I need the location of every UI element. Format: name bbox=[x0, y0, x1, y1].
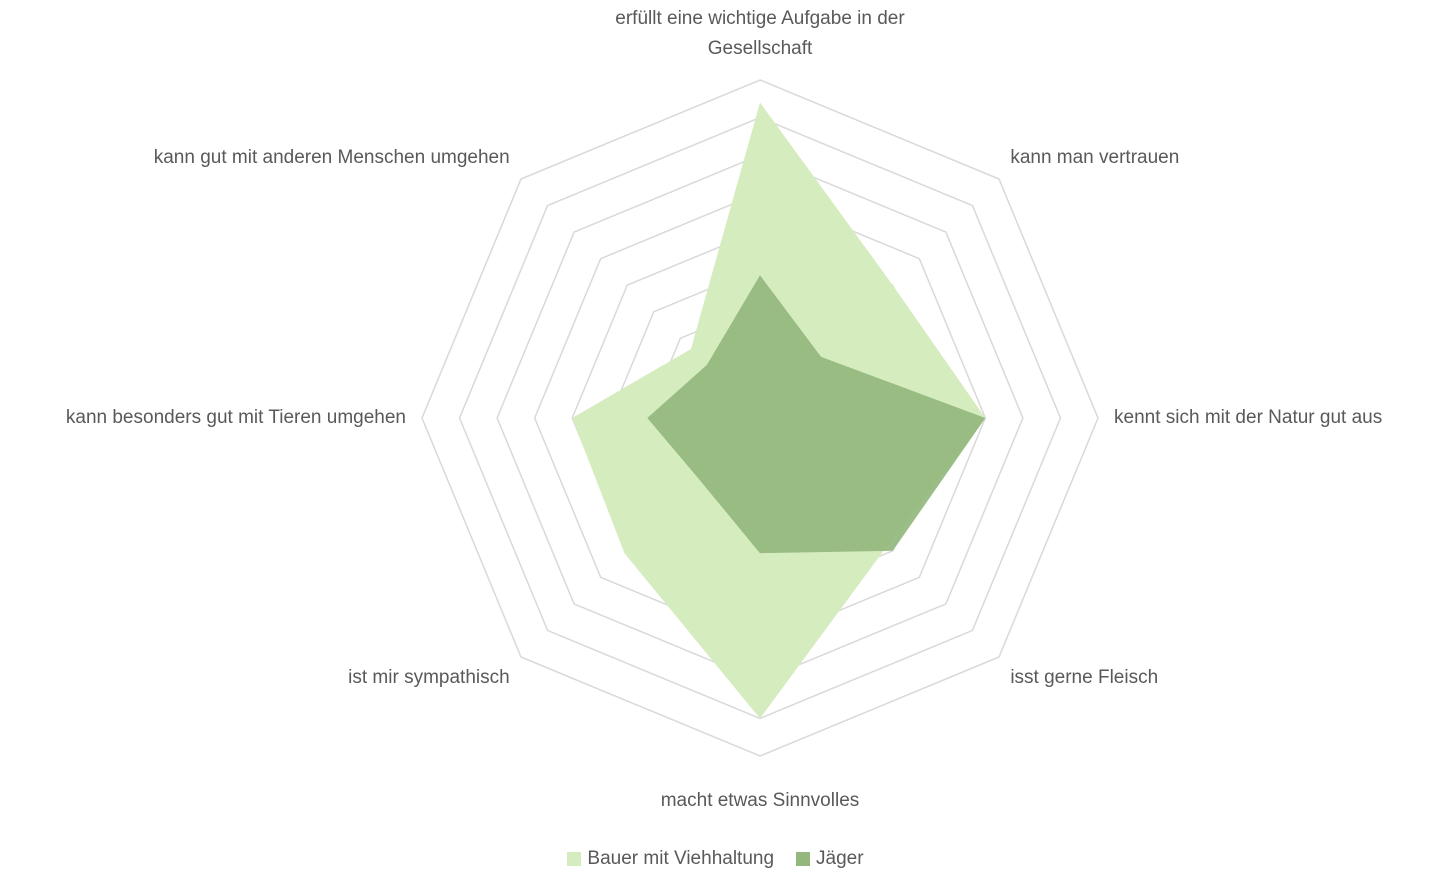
grid-ring bbox=[421, 79, 1099, 757]
category-label: macht etwas Sinnvolles bbox=[660, 790, 860, 811]
legend-swatch bbox=[796, 852, 811, 866]
category-label: kann besonders gut mit Tieren umgehen bbox=[65, 407, 406, 428]
legend: Bauer mit Viehhaltung Jäger bbox=[0, 848, 1431, 870]
category-label: kann gut mit anderen Menschen umgehen bbox=[153, 146, 510, 168]
category-label: kann man vertrauen bbox=[1010, 146, 1180, 168]
category-label: erfüllt eine wichtige Aufgabe in der Ges… bbox=[615, 8, 905, 59]
series-area bbox=[647, 275, 986, 554]
category-label: ist mir sympathisch bbox=[348, 667, 510, 689]
legend-label: Bauer mit Viehhaltung bbox=[587, 848, 775, 869]
legend-item: Jäger bbox=[796, 848, 864, 870]
category-label: isst gerne Fleisch bbox=[1010, 667, 1159, 689]
legend-item: Bauer mit Viehhaltung bbox=[567, 848, 774, 870]
category-label: kennt sich mit der Natur gut aus bbox=[1114, 407, 1383, 428]
legend-label: Jäger bbox=[816, 848, 864, 869]
legend-swatch bbox=[567, 852, 582, 866]
